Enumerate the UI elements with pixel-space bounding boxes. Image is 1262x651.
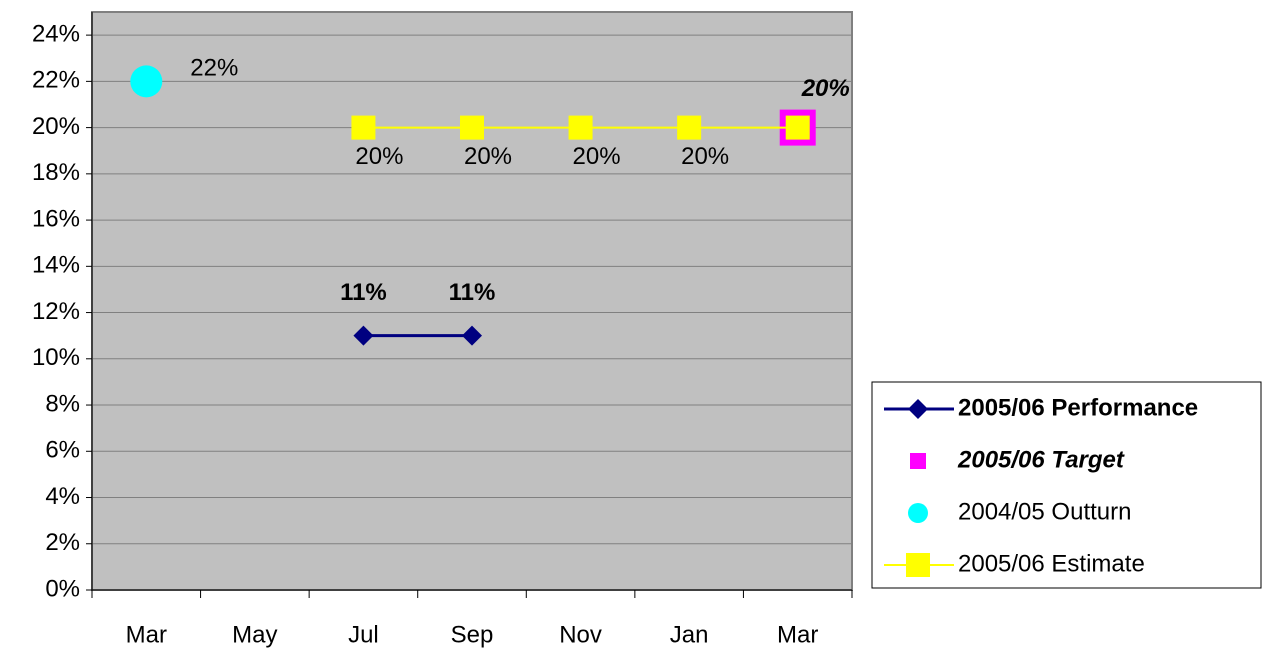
x-tick-label: Sep	[451, 621, 494, 648]
x-tick-label: Jan	[670, 621, 709, 648]
plot-area	[91, 11, 853, 591]
legend-label: 2005/06 Performance	[958, 394, 1198, 421]
x-tick-label: Mar	[777, 621, 818, 648]
data-label: 20%	[355, 143, 403, 170]
marker	[462, 325, 482, 346]
legend-marker	[906, 553, 930, 577]
data-label: 22%	[190, 55, 238, 82]
x-tick-label: Mar	[126, 621, 167, 648]
marker	[351, 115, 376, 140]
marker	[677, 115, 702, 140]
y-tick-label: 16%	[32, 205, 80, 232]
legend-box	[871, 381, 1262, 589]
y-tick-label: 8%	[45, 390, 80, 417]
x-tick-label: Jul	[348, 621, 379, 648]
legend-marker	[910, 453, 926, 469]
data-label: 20%	[573, 143, 621, 170]
marker	[785, 115, 810, 140]
y-tick-label: 24%	[32, 20, 80, 47]
marker	[568, 115, 593, 140]
marker	[130, 65, 163, 98]
data-label: 11%	[449, 279, 496, 306]
legend-label: 2004/05 Outturn	[958, 498, 1131, 525]
y-tick-label: 12%	[32, 298, 80, 325]
data-label: 20%	[801, 75, 850, 102]
legend-marker	[908, 503, 928, 523]
y-tick-label: 18%	[32, 159, 80, 186]
data-label: 20%	[681, 143, 729, 170]
y-tick-label: 4%	[45, 483, 80, 510]
x-tick-label: Nov	[559, 621, 602, 648]
data-label: 20%	[464, 143, 512, 170]
x-tick-label: May	[232, 621, 277, 648]
y-tick-label: 14%	[32, 252, 80, 279]
legend-label: 2005/06 Target	[957, 446, 1125, 473]
legend-marker	[908, 399, 928, 419]
y-tick-label: 0%	[45, 575, 80, 602]
y-tick-label: 20%	[32, 113, 80, 140]
legend-label: 2005/06 Estimate	[958, 550, 1145, 577]
y-tick-label: 2%	[45, 529, 80, 556]
marker	[353, 325, 374, 346]
y-tick-label: 10%	[32, 344, 80, 371]
data-label: 11%	[340, 279, 387, 306]
y-tick-label: 6%	[45, 437, 80, 464]
y-tick-label: 22%	[32, 67, 80, 94]
marker	[460, 115, 484, 140]
